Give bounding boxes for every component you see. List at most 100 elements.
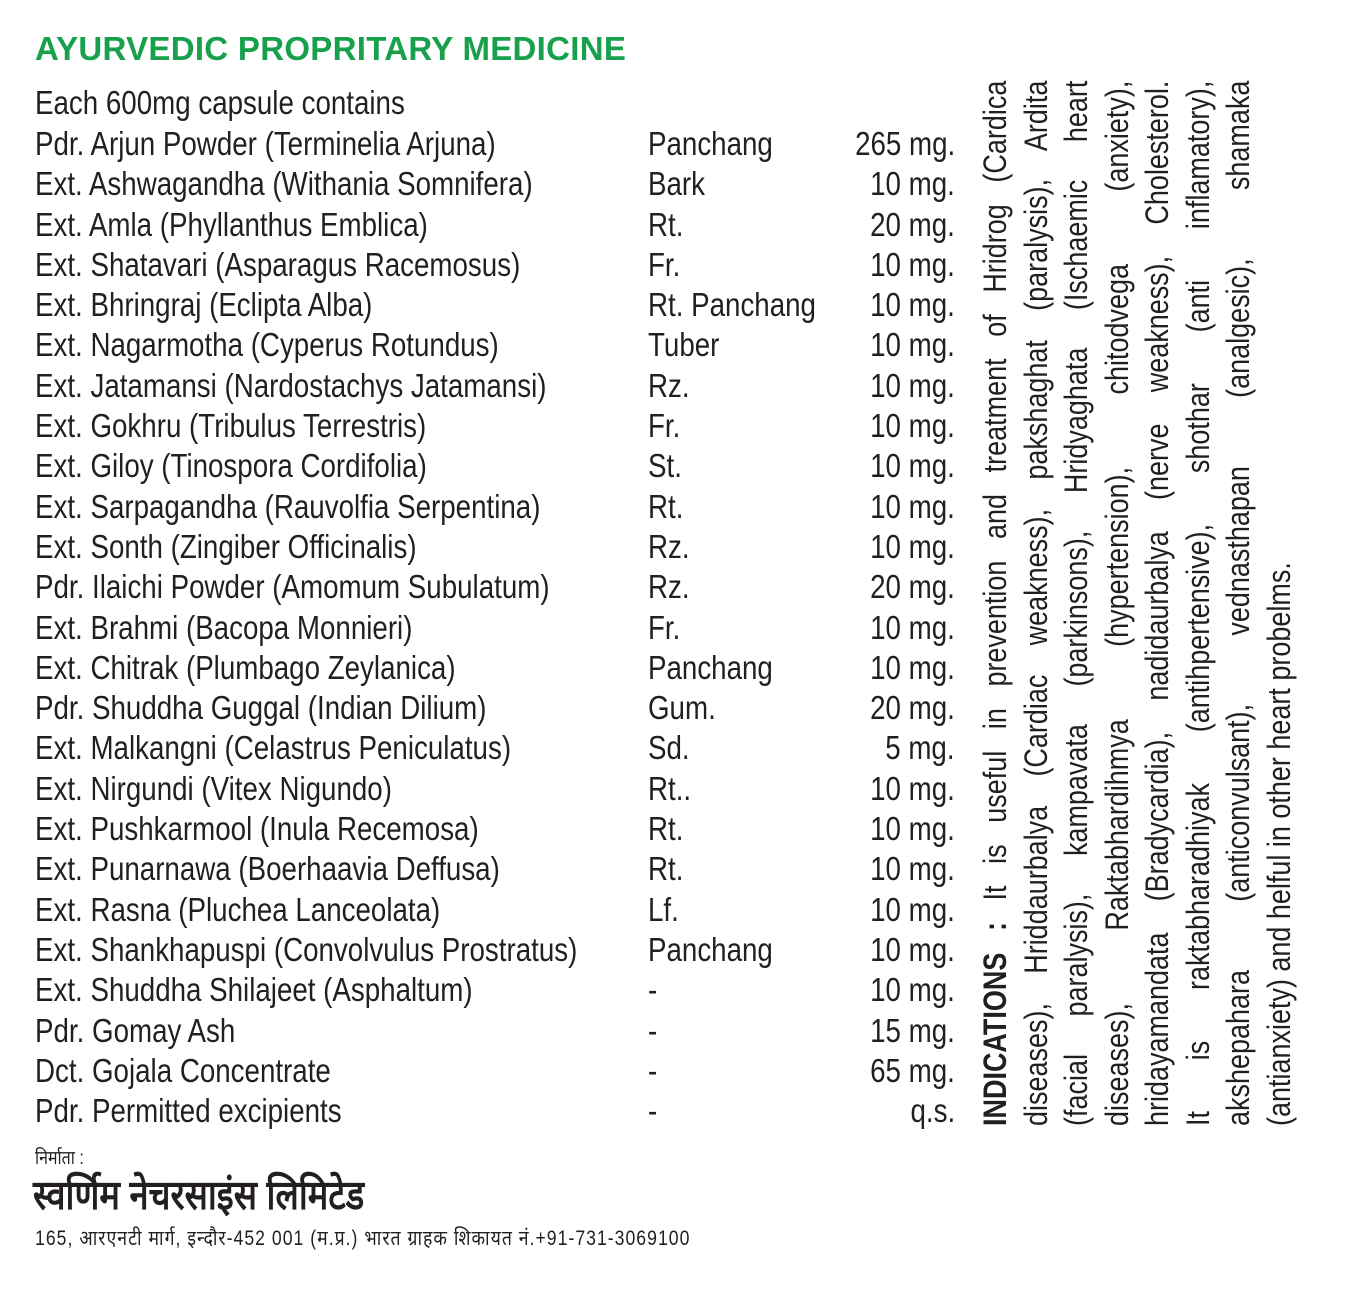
ingredient-row: Ext. Nirgundi (Vitex Nigundo) Rt.. 10 mg. (35, 769, 955, 809)
indications-line: diseases), Hriddaurbalya (Cardiac weakne… (1017, 80, 1054, 1126)
ingredient-row: Pdr. Gomay Ash - 15 mg. (35, 1011, 955, 1051)
ingredient-part: Lf. (648, 890, 679, 928)
ingredient-part: Rt. (648, 810, 684, 848)
ingredient-part: Rt. (648, 850, 684, 888)
ingredient-name: Ext. Nirgundi (Vitex Nigundo) (35, 769, 392, 807)
ingredient-part: Sd. (648, 729, 690, 767)
ingredient-row: Ext. Shatavari (Asparagus Racemosus) Fr. 1… (35, 245, 955, 285)
ingredient-part: Panchang (648, 125, 773, 162)
ingredient-quantity: 15 mg. (870, 1011, 955, 1049)
ingredient-quantity: 5 mg. (885, 729, 955, 767)
indications-line: INDICATIONS : It is useful in prevention… (977, 80, 1013, 1126)
ingredient-quantity: 10 mg. (870, 850, 955, 888)
ingredient-row: Ext. Brahmi (Bacopa Monnieri) Fr. 10 mg. (35, 608, 955, 648)
ingredient-row: Dct. Gojala Concentrate - 65 mg. (35, 1051, 955, 1091)
ingredient-quantity: 10 mg. (870, 648, 955, 686)
ingredient-quantity: 10 mg. (870, 890, 955, 928)
ingredient-row: Ext. Jatamansi (Nardostachys Jatamansi) R… (35, 366, 955, 406)
ingredient-name: Ext. Chitrak (Plumbago Zeylanica) (35, 648, 456, 686)
ingredient-part: - (648, 1011, 658, 1049)
ingredient-part: Panchang (648, 648, 773, 686)
manufacturer-label: निर्माता : (35, 1148, 84, 1169)
ingredient-row: Ext. Bhringraj (Eclipta Alba) Rt. Panchan… (35, 285, 955, 325)
indications-heading: INDICATIONS : (977, 922, 1013, 1126)
ingredient-row: Ext. Sonth (Zingiber Officinalis) Rz. 10 m… (35, 527, 955, 567)
ingredient-name: Ext. Jatamansi (Nardostachys Jatamansi) (35, 366, 547, 404)
ingredient-row: Ext. Ashwagandha (Withania Somnifera) Bar… (35, 164, 955, 204)
product-category-title: AYURVEDIC PROPRITARY MEDICINE (35, 30, 627, 67)
ingredient-name: Pdr. Ilaichi Powder (Amomum Subulatum) (35, 568, 550, 606)
ingredient-row: Ext. Rasna (Pluchea Lanceolata) Lf. 10 mg. (35, 890, 955, 930)
ingredient-name: Ext. Brahmi (Bacopa Monnieri) (35, 608, 413, 646)
ingredient-quantity: 20 mg. (870, 568, 955, 606)
ingredient-part: Fr. (648, 245, 681, 283)
ingredient-name: Pdr. Arjun Powder (Terminelia Arjuna) (35, 125, 496, 162)
ingredient-part: Rz. (648, 568, 690, 606)
ingredient-row: Ext. Giloy (Tinospora Cordifolia) St. 10 m… (35, 446, 955, 486)
ingredient-name: Ext. Shankhapuspi (Convolvulus Prostratu… (35, 930, 578, 968)
ingredient-quantity: 10 mg. (870, 608, 955, 646)
ingredient-part: Rt. (648, 487, 684, 525)
ingredient-name: Pdr. Permitted excipients (35, 1092, 342, 1130)
ingredient-part: Gum. (648, 689, 716, 727)
ingredient-name: Ext. Sonth (Zingiber Officinalis) (35, 527, 417, 565)
ingredient-quantity: 10 mg. (870, 326, 955, 364)
manufacturer-name: स्वर्णिम नेचरसाइंस लिमिटेड (33, 1172, 365, 1218)
ingredient-row: Ext. Pushkarmool (Inula Recemosa) Rt. 10 m… (35, 809, 955, 849)
ingredient-row: Pdr. Permitted excipients - q.s. (35, 1091, 955, 1131)
ingredient-row: Ext. Chitrak (Plumbago Zeylanica) Panchan… (35, 648, 955, 688)
ingredient-row: Ext. Gokhru (Tribulus Terrestris) Fr. 10 m… (35, 406, 955, 446)
ingredient-quantity: 10 mg. (870, 971, 955, 1009)
indications-line: diseases), Raktabhardihmya (hypertension… (1098, 80, 1135, 1126)
ingredient-row: Ext. Malkangni (Celastrus Peniculatus) Sd… (35, 728, 955, 768)
ingredient-row: Pdr. Ilaichi Powder (Amomum Subulatum) Rz… (35, 567, 955, 607)
ingredients-table: Pdr. Arjun Powder (Terminelia Arjuna) Pan… (35, 124, 955, 1131)
indications-line: akshepahara (anticonvulsant), vednasthap… (1220, 80, 1256, 1126)
ingredient-quantity: 10 mg. (870, 810, 955, 848)
ingredient-row: Ext. Nagarmotha (Cyperus Rotundus) Tuber 1… (35, 325, 955, 365)
ingredient-quantity: 10 mg. (870, 245, 955, 283)
ingredient-part: Fr. (648, 608, 681, 646)
ingredient-name: Ext. Sarpagandha (Rauvolfia Serpentina) (35, 487, 541, 525)
indications-line: (antianxiety) and helful in other heart … (1260, 562, 1297, 1126)
ingredient-name: Ext. Bhringraj (Eclipta Alba) (35, 286, 373, 324)
indications-line: (facial paralysis), kampavata (parkinson… (1058, 80, 1094, 1126)
ingredient-quantity: 10 mg. (870, 930, 955, 968)
ingredient-quantity: q.s. (910, 1092, 955, 1130)
ingredient-part: Tuber (648, 326, 720, 364)
ingredient-part: Panchang (648, 930, 773, 968)
ingredient-name: Ext. Shuddha Shilajeet (Asphaltum) (35, 971, 473, 1009)
ingredient-part: - (648, 1092, 658, 1130)
ingredient-name: Ext. Punarnawa (Boerhaavia Deffusa) (35, 850, 500, 888)
ingredient-quantity: 10 mg. (870, 286, 955, 324)
indications-block: INDICATIONS : It is useful in prevention… (975, 81, 1305, 1126)
ingredient-name: Pdr. Gomay Ash (35, 1011, 236, 1049)
ingredient-row: Pdr. Arjun Powder (Terminelia Arjuna) Pan… (35, 124, 955, 164)
ingredient-part: - (648, 971, 658, 1009)
ingredient-name: Ext. Gokhru (Tribulus Terrestris) (35, 407, 427, 445)
ingredient-quantity: 10 mg. (870, 487, 955, 525)
ingredient-part: Rz. (648, 527, 690, 565)
ingredient-part: Rt. (648, 205, 684, 243)
capsule-composition-intro: Each 600mg capsule contains (35, 84, 405, 121)
ingredient-quantity: 10 mg. (870, 366, 955, 404)
ingredient-part: Rt.. (648, 769, 692, 807)
ingredient-name: Ext. Ashwagandha (Withania Somnifera) (35, 165, 533, 203)
ingredient-quantity: 10 mg. (870, 447, 955, 485)
ingredient-quantity: 10 mg. (870, 769, 955, 807)
ingredient-row: Ext. Amla (Phyllanthus Emblica) Rt. 20 mg. (35, 205, 955, 245)
ingredient-part: - (648, 1051, 658, 1089)
ingredient-name: Ext. Giloy (Tinospora Cordifolia) (35, 447, 427, 485)
ingredient-quantity: 10 mg. (870, 165, 955, 203)
indications-line: It is raktabharadhiyak (antihpertensive)… (1179, 80, 1216, 1126)
ingredient-name: Ext. Pushkarmool (Inula Recemosa) (35, 810, 479, 848)
ingredient-part: Bark (648, 165, 706, 203)
indications-line: hridayamandata (Bradycardia), nadidaurba… (1139, 80, 1175, 1126)
ingredient-quantity: 65 mg. (870, 1051, 955, 1089)
ingredient-row: Ext. Punarnawa (Boerhaavia Deffusa) Rt. 10… (35, 849, 955, 889)
ingredient-part: Fr. (648, 407, 681, 445)
ingredient-name: Ext. Rasna (Pluchea Lanceolata) (35, 890, 441, 928)
ingredient-row: Ext. Sarpagandha (Rauvolfia Serpentina) R… (35, 487, 955, 527)
ingredient-row: Ext. Shankhapuspi (Convolvulus Prostratu… (35, 930, 955, 970)
ingredient-quantity: 10 mg. (870, 407, 955, 445)
